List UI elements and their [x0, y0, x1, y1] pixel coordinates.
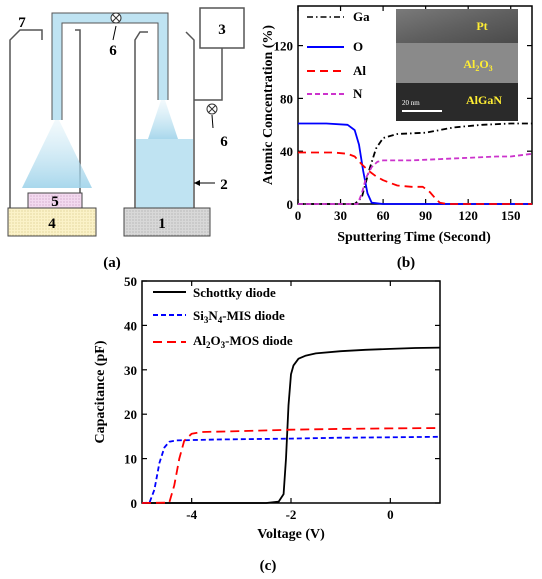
label-1: 1: [158, 216, 166, 232]
legend-ga-label: Ga: [353, 9, 370, 24]
caption-c: (c): [260, 558, 277, 574]
b-ylabel: Atomic Concentration (%): [261, 25, 276, 186]
y-tick-label: 20: [124, 407, 137, 422]
caption-a: (a): [103, 255, 121, 271]
heater-4: [7, 207, 97, 237]
x-tick-label: -4: [186, 507, 197, 522]
inset-pt-label: Pt: [476, 19, 487, 33]
valve-right-cross: [208, 105, 216, 113]
c-ylabel: Capacitance (pF): [93, 340, 108, 443]
left-chamber-right-wall: [75, 29, 81, 236]
inset-oxide-layer: [396, 43, 518, 83]
series-line-o: [298, 122, 532, 205]
x-tick-label: -2: [286, 507, 297, 522]
c-xlabel: Voltage (V): [257, 527, 325, 542]
panel-a-apparatus: 1 2 3 4 5 6 6 7: [7, 7, 245, 237]
y-tick-label: 80: [280, 91, 293, 106]
x-tick-label: 120: [458, 208, 478, 223]
left-chamber: [9, 29, 43, 236]
label-7: 7: [18, 15, 26, 31]
label-6-top: 6: [109, 43, 117, 59]
reservoir-pipe: [194, 48, 223, 101]
y-tick-label: 40: [124, 318, 137, 333]
series-line-n: [298, 152, 533, 205]
y-tick-label: 10: [124, 452, 137, 467]
label-6-right: 6: [220, 134, 228, 150]
inset-scale-bar: [402, 110, 442, 112]
valve-top-cross: [112, 14, 120, 22]
series-line-mis: [141, 435, 441, 504]
legend-b: Ga O Al N: [307, 9, 370, 101]
spray-cone-right: [148, 100, 178, 139]
inset-oxide-label: Al2O3: [463, 57, 492, 73]
inset-pt-layer: [396, 9, 518, 43]
caption-b: (b): [397, 255, 415, 271]
arrow-2-head: [194, 180, 200, 186]
tem-inset: Pt Al2O3 AlGaN 20 nm: [396, 9, 518, 121]
base-1: [123, 207, 211, 237]
label-3: 3: [218, 22, 226, 38]
b-series: [298, 122, 533, 205]
plot-frame-c: [141, 280, 441, 504]
series-line-ga: [298, 122, 532, 205]
series-line-schottky: [142, 346, 441, 504]
legend-mis-label: Si3N4-MIS diode: [193, 308, 285, 325]
valve-top-arrow: [112, 25, 117, 41]
connecting-tube: [52, 13, 168, 120]
liquid: [136, 139, 193, 208]
valve-right-arrow: [211, 114, 214, 129]
b-ticks: 0 30 60 90 120 150 0 40 80 120: [274, 6, 532, 223]
series-line-mos: [141, 427, 441, 504]
series-line-al: [298, 151, 532, 205]
label-5: 5: [51, 194, 59, 210]
legend-al-label: Al: [353, 63, 366, 78]
y-tick-label: 50: [124, 274, 137, 289]
c-ticks: -4 -2 0 0 10 20 30 40 50: [124, 274, 440, 522]
y-tick-label: 0: [131, 496, 138, 511]
panel-c-chart: -4 -2 0 0 10 20 30 40 50 Schottky diode Si3N4-MI…: [93, 274, 441, 542]
inset-algan-label: AlGaN: [466, 93, 502, 107]
inset-algan-layer: [396, 83, 518, 121]
x-tick-label: 150: [501, 208, 521, 223]
x-tick-label: 0: [387, 507, 394, 522]
legend-o-label: O: [353, 39, 363, 54]
b-xlabel: Sputtering Time (Second): [337, 230, 491, 245]
y-tick-label: 30: [124, 363, 137, 378]
connecting-tube-outline-inner: [61, 22, 159, 120]
x-tick-label: 90: [419, 208, 432, 223]
inset-scale-label: 20 nm: [402, 99, 420, 107]
x-tick-label: 30: [334, 208, 347, 223]
right-chamber: [134, 31, 195, 208]
legend-schottky-label: Schottky diode: [193, 285, 276, 300]
legend-n-label: N: [353, 86, 363, 101]
y-tick-label: 120: [274, 39, 294, 54]
x-tick-label: 60: [377, 208, 390, 223]
c-series: [141, 346, 441, 504]
label-4: 4: [48, 216, 56, 232]
label-2: 2: [220, 177, 228, 193]
legend-mos-label: Al2O3-MOS diode: [193, 333, 293, 350]
y-tick-label: 40: [280, 144, 293, 159]
spray-cone-left: [22, 120, 92, 188]
x-tick-label: 0: [295, 208, 302, 223]
connecting-tube-outline-outer: [51, 12, 169, 120]
legend-c: Schottky diode Si3N4-MIS diode Al2O3-MOS…: [153, 285, 293, 350]
y-tick-label: 0: [287, 197, 294, 212]
